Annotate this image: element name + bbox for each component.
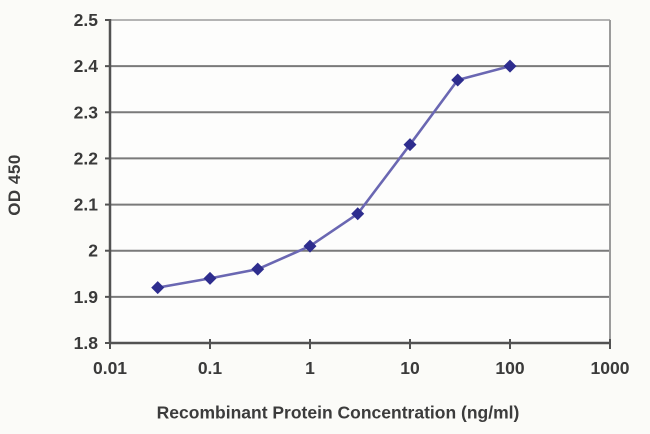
y-tick-label: 1.9	[74, 287, 99, 307]
y-tick-label: 2.1	[74, 195, 99, 215]
data-point-marker	[251, 262, 265, 276]
x-tick-label: 1000	[591, 358, 630, 378]
data-point-marker	[151, 281, 165, 295]
y-tick-label: 2.2	[74, 148, 99, 168]
data-point-marker	[451, 73, 465, 87]
x-axis-title: Recombinant Protein Concentration (ng/ml…	[156, 402, 520, 423]
y-tick-label: 2.5	[74, 10, 99, 30]
data-point-marker	[503, 59, 517, 73]
x-tick-label: 0.1	[198, 358, 223, 378]
series-line	[157, 64, 511, 289]
y-axis-title: OD 450	[5, 154, 24, 216]
y-tick-label: 1.8	[74, 333, 99, 353]
x-tick-label: 10	[400, 358, 420, 378]
x-tick-label: 0.01	[93, 358, 127, 378]
y-tick-label: 2.3	[74, 102, 99, 122]
data-point-marker	[303, 239, 317, 253]
data-point-marker	[203, 271, 217, 285]
data-point-marker	[351, 207, 365, 221]
x-tick-label: 100	[495, 358, 524, 378]
data-point-marker	[403, 138, 417, 152]
plot-background	[110, 20, 610, 343]
y-tick-label: 2.4	[74, 56, 99, 76]
x-tick-label: 1	[305, 358, 315, 378]
y-tick-label: 2	[88, 241, 98, 261]
